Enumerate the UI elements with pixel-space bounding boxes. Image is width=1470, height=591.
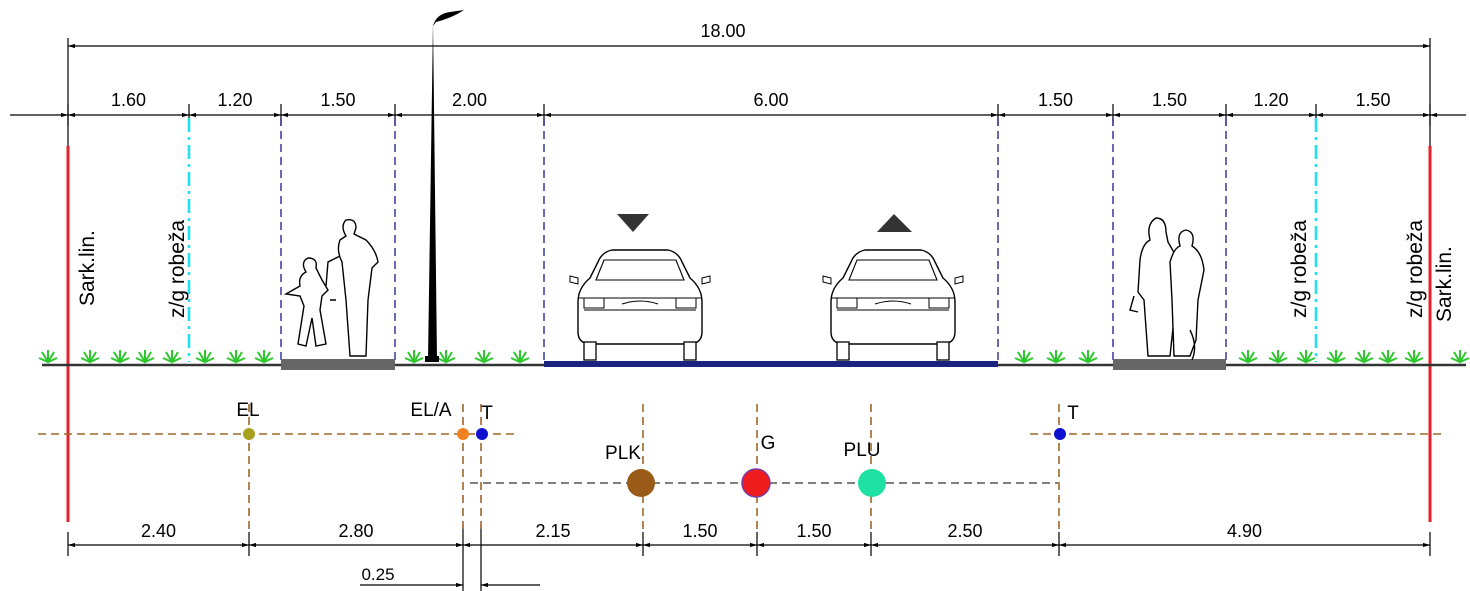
grass-icon [404, 349, 424, 363]
sark-lin-left: Sark.lin. [76, 230, 99, 306]
pedestrian-couple-icon [1129, 217, 1177, 357]
label-plu: PLU [844, 440, 881, 461]
plk-marker [627, 469, 655, 497]
dim-top-label: 6.00 [753, 90, 788, 110]
grass-icon [474, 349, 494, 363]
car-left-icon [569, 249, 711, 361]
lamp-base [425, 356, 439, 362]
grass-icon [195, 349, 215, 363]
sark-lin-right: Sark.lin. [1433, 246, 1456, 322]
dim-bottom-label: 2.50 [947, 521, 982, 541]
label-plk: PLK [605, 443, 641, 464]
grass-icon [135, 349, 155, 363]
dim-top-label: 1.50 [1038, 90, 1073, 110]
sidewalk-right [1113, 359, 1226, 370]
roadway [544, 361, 998, 367]
label-g: G [761, 433, 776, 454]
dim-bottom-label: 1.50 [796, 521, 831, 541]
dim-top-label: 1.50 [1355, 90, 1390, 110]
boundary-lines [66, 118, 1432, 522]
grass-icon [1354, 349, 1374, 363]
label-t-left: T [481, 403, 493, 424]
g-marker [741, 468, 771, 498]
grass-icon [1046, 349, 1066, 363]
grass-icon [436, 349, 456, 363]
t-marker-left [476, 428, 488, 440]
dim-bottom-label: 2.15 [535, 521, 570, 541]
dim-total-label: 18.00 [700, 21, 745, 41]
grass-icon [162, 349, 182, 363]
dim-bottom-label: 2.40 [141, 521, 176, 541]
dim-top-label: 1.50 [1152, 90, 1187, 110]
grass-icon [226, 349, 246, 363]
grass-icon [1238, 349, 1258, 363]
utility-layout [38, 404, 1442, 530]
grass-icon [38, 349, 58, 363]
label-t-right: T [1067, 403, 1079, 424]
dim-bottom-label: 1.50 [682, 521, 717, 541]
grass-icon [254, 349, 274, 363]
grass-icon [1078, 349, 1098, 363]
el-a-marker [457, 428, 469, 440]
figures [283, 10, 1205, 362]
pedestrian-couple-icon [1169, 229, 1205, 361]
grass-icon [80, 349, 100, 363]
grass-icon [1404, 349, 1424, 363]
ground-section [38, 349, 1470, 370]
dim-top-label: 1.50 [320, 90, 355, 110]
dim-small-label: 0.25 [361, 565, 394, 584]
el-marker [243, 428, 255, 440]
property-line-left: z/g robeža [166, 220, 189, 318]
grass-icon [110, 349, 130, 363]
grass-icon [1450, 349, 1470, 363]
dimension-lines: 1.60 1.20 1.50 2.00 6.00 1.50 1.50 1.20 1.50 2.40… [10, 38, 1466, 591]
label-el: EL [236, 400, 259, 421]
dim-top-label: 1.60 [111, 90, 146, 110]
direction-up-icon [877, 214, 912, 232]
plu-marker [858, 469, 886, 497]
dim-top-label: 1.20 [217, 90, 252, 110]
car-right-icon [822, 249, 964, 361]
grass-icon [1326, 349, 1346, 363]
grass-icon [1268, 349, 1288, 363]
dim-bottom-label: 4.90 [1227, 521, 1262, 541]
t-marker-right [1054, 428, 1066, 440]
lamp-post-icon [428, 22, 437, 360]
label-el-a: EL/A [410, 400, 452, 421]
dim-top-label: 2.00 [452, 90, 487, 110]
grass-icon [1378, 349, 1398, 363]
lamp-head-icon [433, 10, 464, 26]
property-line-right-1: z/g robeža [1288, 220, 1311, 318]
direction-down-icon [617, 214, 649, 232]
dim-top-label: 1.20 [1253, 90, 1288, 110]
pedestrian-child-icon [283, 257, 329, 347]
grass-icon [1014, 349, 1034, 363]
property-line-right-2: z/g robeža [1404, 220, 1427, 318]
sidewalk-left [281, 359, 395, 370]
grass-icon [1296, 349, 1316, 363]
dim-bottom-label: 2.80 [338, 521, 373, 541]
pedestrian-adult-icon [325, 218, 379, 357]
grass-icon [510, 349, 530, 363]
